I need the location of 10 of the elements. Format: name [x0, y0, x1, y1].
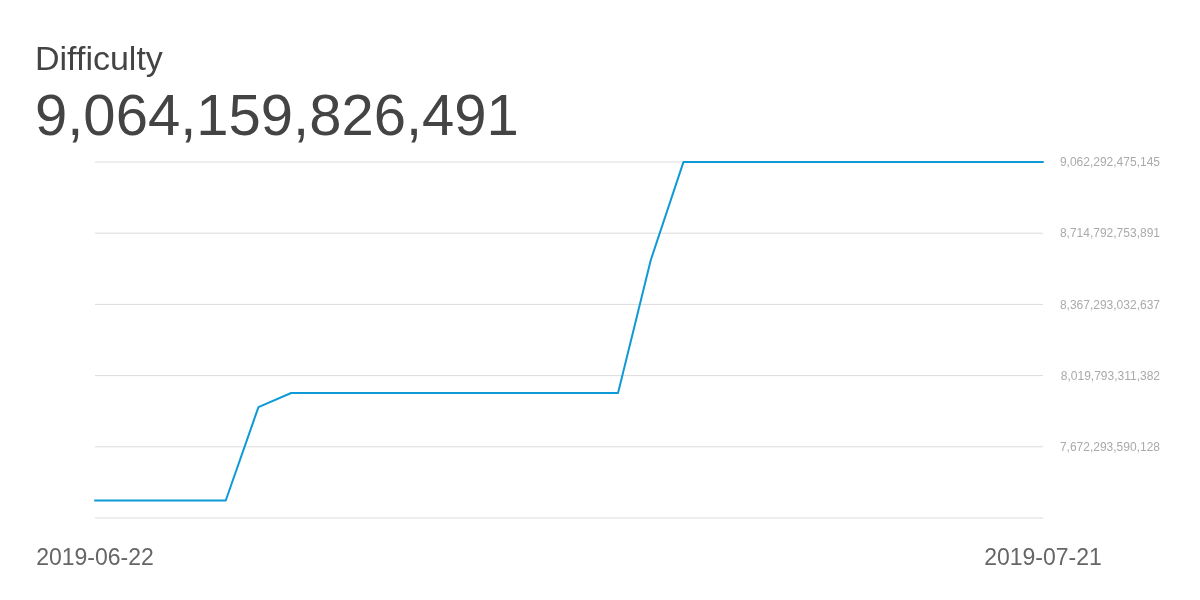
y-tick-label: 8,019,793,311,382 [1060, 368, 1161, 383]
chart-subtitle: 9,064,159,826,491 [35, 82, 519, 147]
line-series [94, 161, 1044, 502]
y-tick-label: 8,714,792,753,891 [1059, 226, 1161, 241]
chart-title: Difficulty [35, 39, 163, 77]
x-tick-label: 2019-06-22 [36, 544, 154, 570]
y-tick-label: 7,672,293,590,128 [1059, 440, 1161, 454]
y-tick-label: 9,062,292,475,145 [1059, 155, 1161, 170]
x-tick-label: 2019-07-21 [984, 544, 1102, 570]
y-tick-label: 8,367,293,032,637 [1059, 297, 1161, 312]
